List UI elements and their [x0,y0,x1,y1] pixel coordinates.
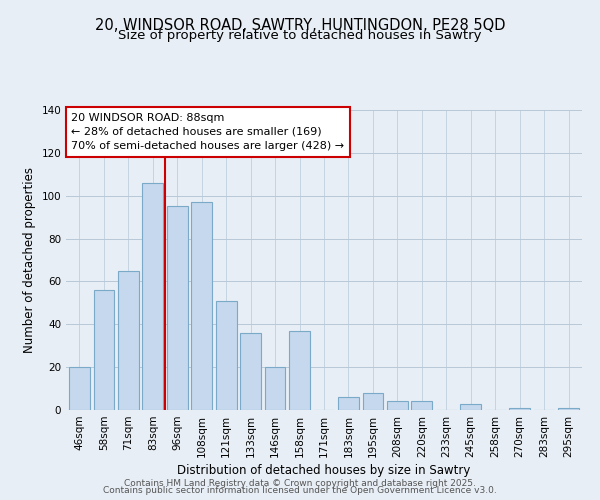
Text: Contains public sector information licensed under the Open Government Licence v3: Contains public sector information licen… [103,486,497,495]
Bar [142,183,163,410]
Bar [338,397,359,410]
Text: 20 WINDSOR ROAD: 88sqm
← 28% of detached houses are smaller (169)
70% of semi-de: 20 WINDSOR ROAD: 88sqm ← 28% of detached… [71,113,344,151]
Bar [460,404,481,410]
Text: Contains HM Land Registry data © Crown copyright and database right 2025.: Contains HM Land Registry data © Crown c… [124,478,476,488]
Text: Size of property relative to detached houses in Sawtry: Size of property relative to detached ho… [118,29,482,42]
Text: 20, WINDSOR ROAD, SAWTRY, HUNTINGDON, PE28 5QD: 20, WINDSOR ROAD, SAWTRY, HUNTINGDON, PE… [95,18,505,32]
Bar [240,333,261,410]
Bar [265,367,286,410]
Bar [362,393,383,410]
Y-axis label: Number of detached properties: Number of detached properties [23,167,36,353]
Bar [94,290,114,410]
Bar [412,402,432,410]
Bar [387,402,408,410]
Bar [167,206,188,410]
Bar [216,300,236,410]
X-axis label: Distribution of detached houses by size in Sawtry: Distribution of detached houses by size … [178,464,470,477]
Bar [509,408,530,410]
Bar [69,367,90,410]
Bar [289,330,310,410]
Bar [118,270,139,410]
Bar [558,408,579,410]
Bar [191,202,212,410]
